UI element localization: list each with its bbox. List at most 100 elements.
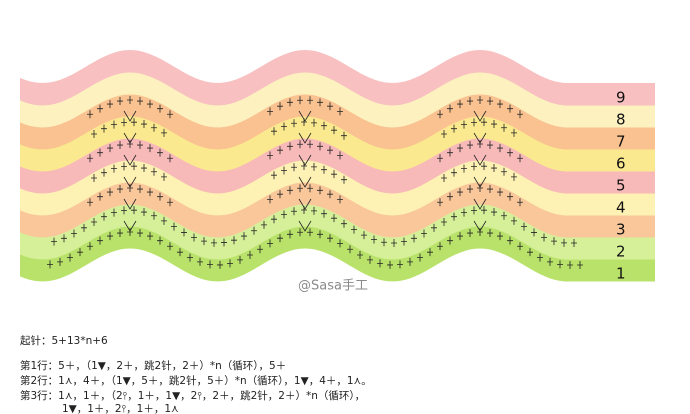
stitch [437,154,443,163]
stitch [307,228,313,237]
stitch [457,188,463,197]
start-instruction: 起针：5+13*n+6 [20,334,108,347]
stitch [57,257,63,266]
stitch [441,173,447,182]
stitch [327,234,333,243]
stitch [207,260,213,269]
stitch [327,190,333,199]
stitch [337,151,343,160]
stitch [71,229,77,238]
stitch [291,119,297,128]
stitch [121,206,127,215]
stitch [147,100,153,109]
stitch [101,124,107,133]
stitch [247,250,253,259]
row-label: 1 [616,265,626,283]
stitch [297,96,303,105]
stitch [491,120,497,129]
stitch [497,100,503,109]
stitch [357,250,363,259]
stitch [481,118,487,127]
stitch [557,260,563,269]
stitch [177,248,183,257]
stitch [471,206,477,215]
stitch [241,232,247,241]
increase [473,176,487,188]
stitch [121,118,127,127]
stitch [517,242,523,251]
stitch [347,245,353,254]
stitch [331,170,337,179]
stitch [487,229,493,238]
stitch [267,195,273,204]
stitch [507,148,513,157]
stitch [501,167,507,176]
stitch [407,257,413,266]
stitch [141,120,147,129]
stitch [471,162,477,171]
stitch [117,97,123,106]
stitch [77,248,83,257]
stitch [387,260,393,269]
increase [298,110,312,122]
stitch [111,208,117,217]
stitch [307,140,313,149]
stitch [291,163,297,172]
stitch [517,154,523,163]
stitch [237,255,243,264]
stitch [461,208,467,217]
stitch [317,186,323,195]
stitch [481,162,487,171]
increase [298,176,312,188]
stitch [281,166,287,175]
stitch [441,217,447,226]
stitch [517,198,523,207]
stitch [141,164,147,173]
stitch [141,208,147,217]
stitch [507,236,513,245]
stitch [97,192,103,201]
stitch [447,192,453,201]
stitch [67,253,73,262]
stitch [551,237,557,246]
row-label: 8 [616,111,626,129]
stitch [131,162,137,171]
stitch [91,173,97,182]
stitch [311,162,317,171]
stitch [117,185,123,194]
stitch [271,215,277,224]
stitch [167,110,173,119]
increase [473,132,487,144]
stitch [541,233,547,242]
row-instruction: 第2行：1⋏，4＋，（1▼，5＋，跳2针，5＋）*n（循环），1▼，4＋，1⋏。 [20,374,372,387]
stitch [467,229,473,238]
stitch [371,235,377,244]
stitch [211,238,217,247]
stitch [321,165,327,174]
stitch [101,168,107,177]
stitch [397,260,403,269]
stitch [417,253,423,262]
stitch [251,226,257,235]
stitch [367,255,373,264]
stitch [497,232,503,241]
stitch [161,128,167,137]
stitch [217,260,223,269]
row-label: 7 [616,133,626,151]
stitch [441,129,447,138]
stitch-symbols [47,96,583,269]
stitch [121,162,127,171]
stitch [337,195,343,204]
stitch [561,238,567,247]
stitch [147,232,153,241]
stitch [427,248,433,257]
increase [123,110,137,122]
stitch [191,233,197,242]
stitch [91,129,97,138]
row-label: 3 [616,221,626,239]
stitch [537,253,543,262]
color-band [20,160,655,216]
stitch [227,259,233,268]
stitch [157,192,163,201]
